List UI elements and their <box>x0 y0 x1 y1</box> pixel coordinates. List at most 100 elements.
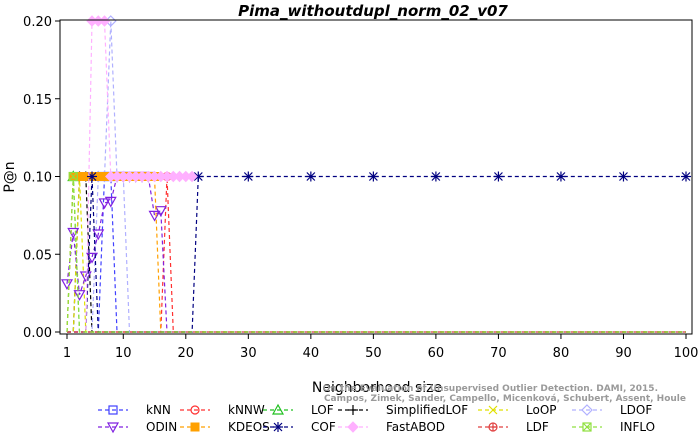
data-point-odin-shape <box>85 252 99 264</box>
data-point-inflo <box>68 171 78 182</box>
data-point-odin <box>148 210 161 222</box>
legend-item-lof: LOF <box>263 403 334 417</box>
data-point-odin-shape <box>98 198 111 210</box>
y-tick-label: 0.00 <box>23 326 52 341</box>
x-tick-label: 80 <box>553 346 570 361</box>
data-point-fastabod <box>98 15 111 27</box>
data-point-cof-stroke <box>431 172 441 181</box>
legend-label-ldof: LDOF <box>620 403 652 417</box>
legend-label-knnw: kNNW <box>228 403 265 417</box>
data-point-cof <box>243 171 254 182</box>
data-point-odin <box>85 252 99 264</box>
y-tick-label: 0.10 <box>23 171 52 186</box>
legend-item-inflo: INFLO <box>572 420 655 434</box>
data-point-odin-shape <box>104 196 117 208</box>
data-point-cof-stroke <box>306 172 316 181</box>
data-point-fastabod-shape <box>98 15 111 27</box>
legend-item-ldf: LDF <box>478 420 549 434</box>
legend-item-fastabod: FastABOD <box>338 420 445 434</box>
data-point-cof <box>368 171 379 182</box>
legend-item-cof: COF <box>263 420 336 434</box>
x-tick-label: 90 <box>615 346 632 361</box>
legend-label-cof: COF <box>311 420 336 434</box>
legend-marker-ldof-shape <box>581 404 593 416</box>
legend-label-inflo: INFLO <box>620 420 655 434</box>
legend-item-odin: ODIN <box>98 420 177 434</box>
data-point-cof <box>555 171 566 182</box>
data-point-fastabod <box>186 170 198 183</box>
legend-marker-ldof <box>581 404 593 416</box>
legend-item-knn: kNN <box>98 403 171 417</box>
x-tick-label: 20 <box>178 346 195 361</box>
data-point-cof <box>618 171 629 182</box>
data-point-cof-stroke <box>368 172 378 181</box>
legend-label-knn: kNN <box>146 403 171 417</box>
legend-marker-kdeos <box>190 422 200 432</box>
data-point-fastabod-shape <box>186 170 198 183</box>
x-tick-label: 50 <box>365 346 382 361</box>
data-point-odin-shape <box>73 290 86 301</box>
legend-label-lof: LOF <box>311 403 334 417</box>
legend-label-loop: LoOP <box>526 403 557 417</box>
legend-item-kdeos: KDEOS <box>180 420 270 434</box>
data-point-odin-shape <box>92 229 105 241</box>
data-point-cof-stroke <box>193 172 203 181</box>
legend-marker-knnw <box>190 405 200 415</box>
legend-label-ldf: LDF <box>526 420 549 434</box>
data-point-cof-stroke <box>681 172 691 181</box>
legend-marker-lof <box>271 403 285 415</box>
data-point-odin-shape <box>154 206 167 217</box>
y-tick-label: 0.05 <box>23 248 52 263</box>
legend-marker-inflo-shape <box>582 422 592 432</box>
legend-marker-fastabod-shape <box>347 421 359 433</box>
legend-label-simplifiedlof: SimplifiedLOF <box>386 403 468 417</box>
data-point-cof <box>193 171 204 182</box>
data-point-odin <box>79 271 92 283</box>
data-point-odin <box>60 279 74 291</box>
plot-frame <box>59 19 693 335</box>
legend-marker-knnw-shape <box>190 405 200 415</box>
data-point-cof-stroke <box>493 172 503 181</box>
data-point-cof <box>430 171 441 182</box>
data-point-inflo-stroke <box>68 172 78 181</box>
data-point-cof <box>493 171 504 182</box>
data-point-odin <box>73 290 86 301</box>
data-point-cof <box>681 171 691 182</box>
legend-marker-odin-shape <box>106 422 120 434</box>
legend-item-simplifiedlof: SimplifiedLOF <box>338 403 468 417</box>
data-point-odin <box>104 196 117 208</box>
data-point-odin <box>92 229 105 241</box>
x-axis-label: Neighborhood size <box>312 380 442 396</box>
chart-title: Pima_withoutdupl_norm_02_v07 <box>238 2 508 20</box>
x-tick-label: 40 <box>303 346 320 361</box>
data-point-odin-shape <box>60 279 74 291</box>
x-tick-label: 70 <box>490 346 507 361</box>
x-tick-label: 10 <box>115 346 132 361</box>
data-point-odin <box>154 206 167 217</box>
legend-marker-lof-shape <box>271 403 285 415</box>
credit-line-2: On the Evaluation of Unsupervised Outlie… <box>323 384 658 394</box>
legend-label-odin: ODIN <box>146 420 177 434</box>
legend-marker-inflo <box>582 422 592 432</box>
legend-item-loop: LoOP <box>478 403 557 417</box>
data-point-cof <box>305 171 316 182</box>
legend-marker-fastabod <box>347 421 359 433</box>
data-point-odin-shape <box>79 271 92 283</box>
legend-marker-inflo-stroke <box>582 422 592 432</box>
data-point-inflo-shape <box>68 171 78 182</box>
y-tick-label: 0.15 <box>23 93 52 108</box>
data-point-odin-shape <box>148 210 161 222</box>
data-point-cof-stroke <box>243 172 253 181</box>
series-line-fastabod <box>67 20 193 333</box>
credit-line-1: Campos, Zimek, Sander, Campello, Micenko… <box>324 394 686 404</box>
legend-marker-cof-stroke <box>273 422 283 432</box>
plot-area: 1 10 20 30 40 50 60 70 80 90 100 0.00 0.05 0.10 0.15 0.… <box>23 15 698 361</box>
data-point-cof-stroke <box>556 172 566 181</box>
x-tick-label: 1 <box>63 346 71 361</box>
legend-label-fastabod: FastABOD <box>386 420 445 434</box>
x-tick-label: 60 <box>428 346 445 361</box>
legend-marker-ldf <box>488 422 498 432</box>
series-line-cof <box>67 175 686 333</box>
x-tick-label: 100 <box>674 346 699 361</box>
